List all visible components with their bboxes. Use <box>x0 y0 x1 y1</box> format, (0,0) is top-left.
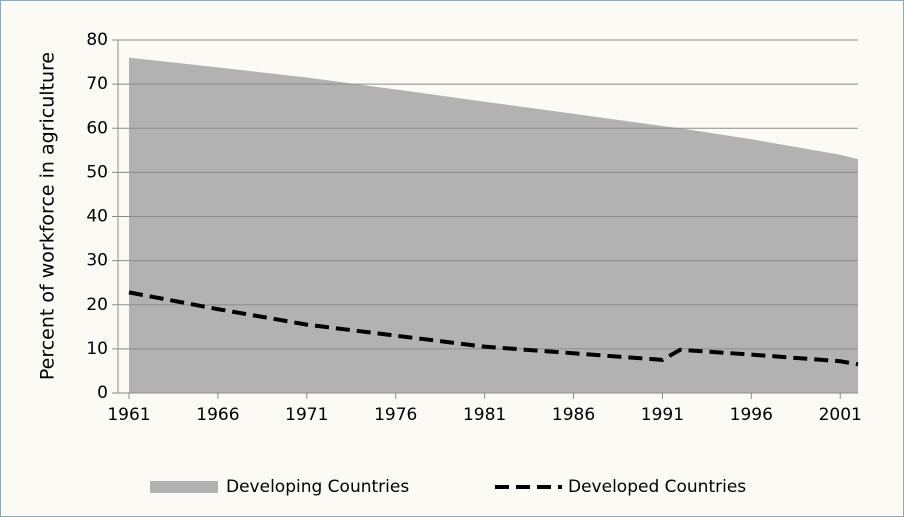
x-tick-label: 1961 <box>107 405 150 425</box>
x-tick-label: 1991 <box>641 405 684 425</box>
y-tick-label: 40 <box>86 207 108 227</box>
x-tick-label: 1976 <box>374 405 417 425</box>
y-tick-label: 0 <box>97 383 108 403</box>
legend-label: Developing Countries <box>226 477 409 497</box>
y-tick-label: 60 <box>86 118 108 138</box>
y-tick-label: 70 <box>86 74 108 94</box>
area <box>129 57 858 394</box>
y-tick-label: 50 <box>86 162 108 182</box>
y-tick-label: 30 <box>86 251 108 271</box>
y-tick-label: 80 <box>86 30 108 50</box>
x-tick-label: 1981 <box>463 405 506 425</box>
y-tick-label: 20 <box>86 295 108 315</box>
x-tick-label: 1971 <box>285 405 328 425</box>
line <box>128 290 859 367</box>
y-axis-label: Percent of workforce in agriculture <box>37 52 59 380</box>
x-tick-label: 2001 <box>819 405 862 425</box>
x-tick-label: 1986 <box>552 405 595 425</box>
legend-swatch <box>150 481 218 493</box>
x-tick-label: 1966 <box>196 405 239 425</box>
legend-label: Developed Countries <box>568 477 746 497</box>
x-tick-label: 1996 <box>730 405 773 425</box>
y-tick-label: 10 <box>86 339 108 359</box>
